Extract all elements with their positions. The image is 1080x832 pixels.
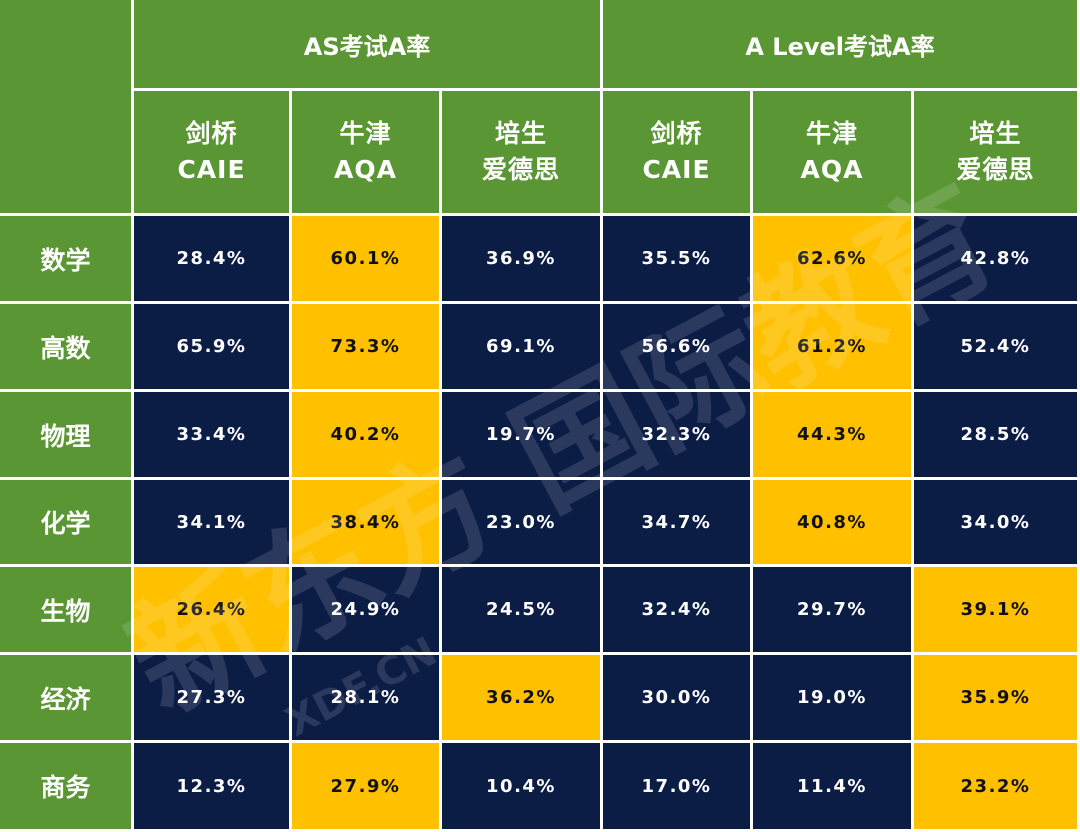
value-cell: 19.7%: [442, 392, 603, 480]
value-cell: 32.4%: [603, 567, 753, 655]
value-cell: 44.3%: [753, 392, 914, 480]
value-cell: 24.9%: [292, 567, 442, 655]
value-cell: 10.4%: [442, 743, 603, 832]
value-cell: 34.0%: [914, 480, 1080, 567]
subject: 化学: [0, 480, 134, 567]
group-header: AS考试A率: [134, 0, 603, 91]
value-cell: 42.8%: [914, 216, 1080, 304]
value-cell: 27.9%: [292, 743, 442, 832]
column-header: 培生 爱德思: [442, 91, 603, 216]
value-cell: 69.1%: [442, 304, 603, 392]
value-cell: 33.4%: [134, 392, 292, 480]
subject: 高数: [0, 304, 134, 392]
value-cell: 61.2%: [753, 304, 914, 392]
value-cell: 32.3%: [603, 392, 753, 480]
subject: 数学: [0, 216, 134, 304]
value-cell: 23.0%: [442, 480, 603, 567]
value-cell: 36.2%: [442, 655, 603, 743]
value-cell: 65.9%: [134, 304, 292, 392]
value-cell: 73.3%: [292, 304, 442, 392]
subject: 商务: [0, 743, 134, 832]
subject: 物理: [0, 392, 134, 480]
board-name: 培生: [494, 119, 547, 148]
value-cell: 62.6%: [753, 216, 914, 304]
value-cell: 19.0%: [753, 655, 914, 743]
value-cell: 36.9%: [442, 216, 603, 304]
value-cell: 52.4%: [914, 304, 1080, 392]
column-header: 剑桥 CAIE: [603, 91, 753, 216]
value-cell: 30.0%: [603, 655, 753, 743]
board-code: AQA: [334, 155, 397, 184]
value-cell: 12.3%: [134, 743, 292, 832]
value-cell: 23.2%: [914, 743, 1080, 832]
column-header: 牛津 AQA: [753, 91, 914, 216]
value-cell: 28.4%: [134, 216, 292, 304]
value-cell: 60.1%: [292, 216, 442, 304]
corner: [0, 0, 134, 216]
column-header: 剑桥 CAIE: [134, 91, 292, 216]
value-cell: 17.0%: [603, 743, 753, 832]
value-cell: 29.7%: [753, 567, 914, 655]
value-cell: 39.1%: [914, 567, 1080, 655]
value-cell: 27.3%: [134, 655, 292, 743]
subject: 经济: [0, 655, 134, 743]
board-code: CAIE: [642, 155, 711, 184]
value-cell: 35.9%: [914, 655, 1080, 743]
board-name: 剑桥: [185, 119, 238, 148]
value-cell: 56.6%: [603, 304, 753, 392]
value-cell: 40.8%: [753, 480, 914, 567]
board-code: AQA: [800, 155, 864, 184]
value-cell: 38.4%: [292, 480, 442, 567]
value-cell: 28.5%: [914, 392, 1080, 480]
board-code: 爱德思: [956, 155, 1035, 184]
value-cell: 34.1%: [134, 480, 292, 567]
value-cell: 11.4%: [753, 743, 914, 832]
subject: 生物: [0, 567, 134, 655]
column-header: 牛津 AQA: [292, 91, 442, 216]
column-header: 培生 爱德思: [914, 91, 1080, 216]
board-name: 培生: [969, 119, 1022, 148]
value-cell: 24.5%: [442, 567, 603, 655]
board-name: 牛津: [805, 119, 858, 148]
value-cell: 28.1%: [292, 655, 442, 743]
board-name: 牛津: [339, 119, 392, 148]
board-code: 爱德思: [481, 155, 560, 184]
board-name: 剑桥: [650, 119, 703, 148]
value-cell: 34.7%: [603, 480, 753, 567]
group-header: A Level考试A率: [603, 0, 1080, 91]
value-cell: 40.2%: [292, 392, 442, 480]
board-code: CAIE: [177, 155, 246, 184]
value-cell: 35.5%: [603, 216, 753, 304]
value-cell: 26.4%: [134, 567, 292, 655]
